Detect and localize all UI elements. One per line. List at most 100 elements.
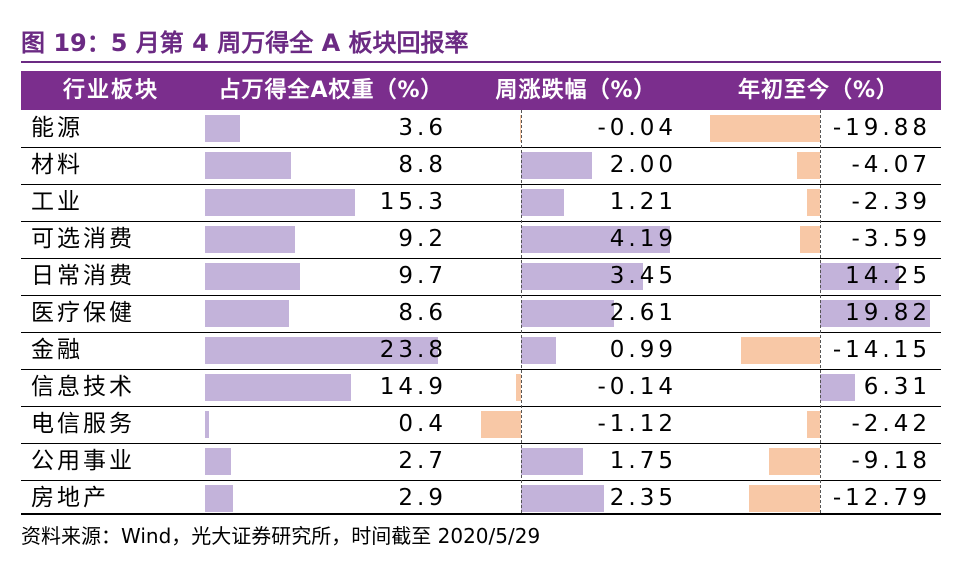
table-row: 日常消费 9.7 3.45 14.25 [21,258,941,295]
sector-name: 公用事业 [31,448,135,474]
weight-bar [205,337,439,364]
weight-value: 8.8 [398,152,447,178]
ytd-bar [769,448,820,475]
table-row: 金融 23.8 0.99 -14.15 [21,332,941,369]
table-row: 电信服务 0.4 -1.12 -2.42 [21,406,941,443]
ytd-value: -19.88 [832,115,931,141]
header-ytd: 年初至今（%） [737,78,900,103]
week-change-value: 2.35 [609,485,677,511]
ytd-zero-axis [820,110,821,513]
sector-name: 材料 [31,152,83,178]
row-divider [21,369,941,370]
table-row: 房地产 2.9 2.35 -12.79 [21,480,941,517]
week-change-bar [516,374,521,401]
week-change-value: 4.19 [609,226,677,252]
weight-bar [205,115,241,142]
weight-bar [205,485,234,512]
ytd-value: -3.59 [851,226,931,252]
weight-bar [205,189,355,216]
sector-name: 电信服务 [31,411,135,437]
weight-bar [205,374,352,401]
ytd-value: -9.18 [851,448,931,474]
week-change-bar [521,300,614,327]
week-change-value: 0.99 [609,337,677,363]
weight-value: 23.8 [379,337,447,363]
sector-name: 日常消费 [31,263,135,289]
table-row: 工业 15.3 1.21 -2.39 [21,184,941,221]
header-weight: 占万得全A权重（%） [218,78,444,103]
week-change-bar [521,337,557,364]
week-change-bar [521,226,670,253]
ytd-bar [806,189,820,216]
ytd-bar [741,337,820,364]
ytd-bar [797,152,820,179]
ytd-bar [820,300,930,327]
week-change-bar [521,485,605,512]
source-note: 资料来源：Wind，光大证券研究所，时间截至 2020/5/29 [21,524,541,548]
weight-value: 14.9 [379,374,447,400]
weight-value: 15.3 [379,189,447,215]
weight-bar [205,300,290,327]
ytd-bar [806,411,820,438]
row-divider [21,406,941,407]
weight-bar [205,152,292,179]
table-row: 信息技术 14.9 -0.14 6.31 [21,369,941,406]
weight-value: 2.9 [398,485,447,511]
ytd-bar [820,374,856,401]
row-divider [21,221,941,222]
sector-name: 能源 [31,115,83,141]
week-change-bar [521,263,644,290]
weight-bar [205,448,232,475]
row-divider [21,184,941,185]
week-change-bar [521,152,592,179]
row-divider [21,147,941,148]
ytd-bar [749,485,820,512]
row-divider [21,295,941,296]
header-week-change: 周涨跌幅（%） [495,78,657,103]
figure-title: 图 19：5 月第 4 周万得全 A 板块回报率 [21,29,469,57]
table-row: 能源 3.6 -0.04 -19.88 [21,110,941,147]
ytd-bar [709,115,820,142]
ytd-value: 19.82 [845,300,931,326]
weight-value: 3.6 [398,115,447,141]
week-change-value: 1.75 [609,448,677,474]
table-row: 材料 8.8 2.00 -4.07 [21,147,941,184]
sector-name: 工业 [31,189,83,215]
sector-name: 信息技术 [31,374,135,400]
ytd-value: -12.79 [832,485,931,511]
week-change-bar [519,115,521,142]
row-divider [21,332,941,333]
ytd-value: 14.25 [845,263,931,289]
weight-value: 8.6 [398,300,447,326]
sector-name: 医疗保健 [31,300,135,326]
week-change-value: 2.00 [609,152,677,178]
row-divider [21,258,941,259]
week-zero-axis [521,110,522,513]
row-divider [21,480,941,481]
sector-name: 金融 [31,337,83,363]
weight-bar [205,226,296,253]
table-row: 医疗保健 8.6 2.61 19.82 [21,295,941,332]
sector-name: 可选消费 [31,226,135,252]
table-bottom-rule [21,513,941,515]
weight-value: 9.7 [398,263,447,289]
week-change-bar [521,448,584,475]
row-divider [21,443,941,444]
ytd-bar [820,263,900,290]
weight-bar [205,263,301,290]
ytd-value: -4.07 [851,152,931,178]
weight-bar [205,411,209,438]
week-change-value: 1.21 [609,189,677,215]
weight-value: 2.7 [398,448,447,474]
week-change-value: -0.04 [597,115,677,141]
table-row: 公用事业 2.7 1.75 -9.18 [21,443,941,480]
ytd-value: -14.15 [832,337,931,363]
sector-name: 房地产 [31,485,109,511]
week-change-bar [521,189,564,216]
ytd-bar [800,226,820,253]
ytd-value: -2.39 [851,189,931,215]
weight-value: 9.2 [398,226,447,252]
table-row: 可选消费 9.2 4.19 -3.59 [21,221,941,258]
week-change-value: -1.12 [597,411,677,437]
title-divider [21,61,941,63]
